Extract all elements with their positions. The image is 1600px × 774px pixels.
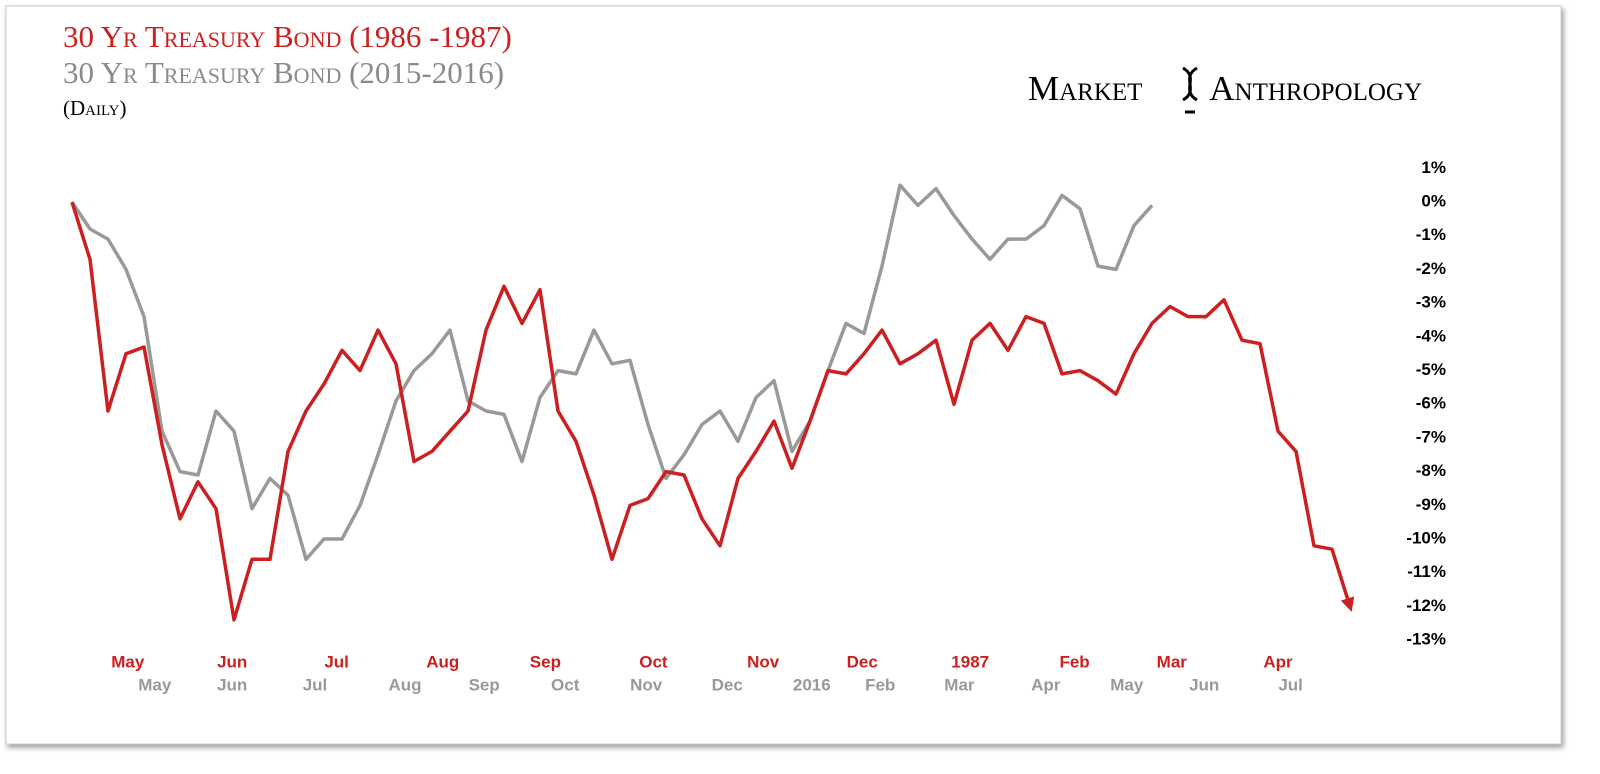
chart-title: 30 Yr Treasury Bond (1986 -1987): [63, 19, 512, 54]
x-tick-label: Mar: [944, 675, 975, 694]
x-tick-label: 1987: [951, 652, 989, 671]
x-tick-label: Sep: [469, 675, 500, 694]
x-tick-label: 2016: [793, 675, 831, 694]
series-line: [70, 183, 1154, 562]
dna-icon: [1182, 66, 1198, 114]
brand: Market Anthropology: [1028, 69, 1422, 108]
y-tick-label: -11%: [1407, 562, 1446, 581]
x-tick-label: May: [111, 652, 145, 671]
y-tick-label: -7%: [1416, 427, 1446, 446]
y-tick-label: -3%: [1416, 293, 1446, 312]
x-tick-label: Jul: [1278, 675, 1303, 694]
x-tick-label: Mar: [1157, 652, 1188, 671]
x-tick-label: Sep: [530, 652, 561, 671]
x-tick-label: Apr: [1263, 652, 1293, 671]
x-tick-label: Dec: [712, 675, 743, 694]
y-tick-label: 1%: [1421, 158, 1446, 177]
x-tick-label: Feb: [1059, 652, 1089, 671]
x-tick-label: Aug: [426, 652, 459, 671]
x-tick-label: Feb: [865, 675, 895, 694]
x-tick-label: Nov: [630, 675, 663, 694]
x-tick-label: Jul: [324, 652, 349, 671]
y-tick-label: -8%: [1416, 461, 1446, 480]
y-tick-label: -10%: [1406, 529, 1446, 548]
y-tick-label: -2%: [1416, 259, 1446, 278]
chart-subtitle: 30 Yr Treasury Bond (2015-2016): [63, 55, 504, 90]
x-tick-label: Jul: [303, 675, 328, 694]
x-tick-label: Aug: [388, 675, 421, 694]
y-tick-label: -9%: [1416, 495, 1446, 514]
x-tick-label: Oct: [551, 675, 580, 694]
y-tick-label: -6%: [1416, 394, 1446, 413]
x-tick-label: Oct: [639, 652, 668, 671]
x-tick-label: May: [138, 675, 172, 694]
y-tick-label: -4%: [1416, 326, 1446, 345]
y-tick-label: -12%: [1406, 596, 1446, 615]
note: (Daily): [63, 96, 126, 120]
y-tick-label: -5%: [1416, 360, 1446, 379]
y-tick-label: 0%: [1421, 192, 1446, 211]
frame: [5, 5, 1562, 745]
x-tick-label: Dec: [847, 652, 878, 671]
x-tick-label: Jun: [217, 675, 247, 694]
brand-logo: Market Anthropology: [1028, 66, 1422, 114]
x-tick-label: Jun: [217, 652, 247, 671]
x-tick-label: Jun: [1189, 675, 1219, 694]
y-tick-label: -13%: [1406, 630, 1446, 649]
x-tick-label: Apr: [1031, 675, 1061, 694]
x-tick-label: May: [1110, 675, 1144, 694]
x-tick-label: Nov: [747, 652, 780, 671]
series-line: [70, 201, 1355, 622]
y-tick-label: -1%: [1416, 225, 1446, 244]
